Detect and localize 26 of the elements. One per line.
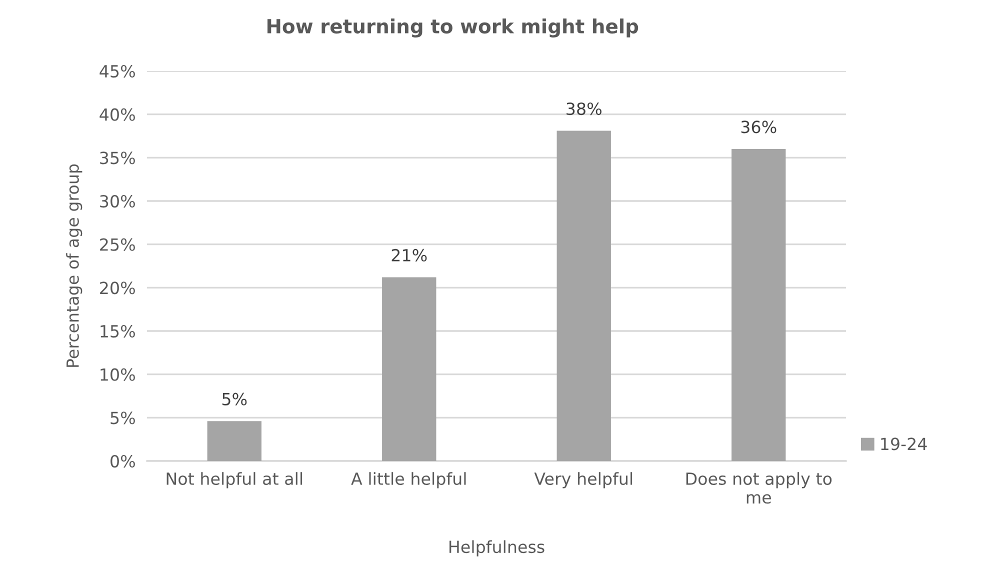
bar — [207, 421, 262, 461]
y-tick-label: 10% — [100, 368, 135, 381]
x-tick-label: Not helpful at all — [166, 472, 302, 488]
data-label: 21% — [392, 248, 427, 262]
bar — [382, 277, 436, 461]
y-axis-title: Percentage of age group — [66, 164, 82, 367]
y-tick-label: 40% — [100, 108, 135, 121]
y-tick-label: 20% — [100, 282, 135, 294]
legend-label: 19-24 — [881, 438, 927, 450]
y-tick-label: 5% — [110, 412, 135, 424]
data-label: 36% — [741, 120, 776, 134]
y-tick-label: 35% — [100, 152, 135, 164]
y-tick-label: 30% — [100, 194, 135, 208]
y-tick-label: 0% — [110, 454, 135, 468]
x-tick-label: A little helpful — [351, 472, 466, 488]
y-tick-label: 15% — [100, 324, 135, 338]
chart-title: How returning to work might help — [267, 18, 638, 38]
bar — [556, 130, 611, 461]
y-tick-label: 25% — [100, 238, 135, 251]
x-axis-title: Helpfulness — [450, 540, 544, 556]
x-tick-label: Does not apply to me — [686, 472, 832, 504]
data-label: 38% — [566, 102, 602, 116]
data-label: 5% — [222, 392, 247, 406]
bar — [732, 149, 786, 461]
y-tick-label: 45% — [100, 64, 135, 78]
x-tick-label: Very helpful — [534, 472, 632, 488]
